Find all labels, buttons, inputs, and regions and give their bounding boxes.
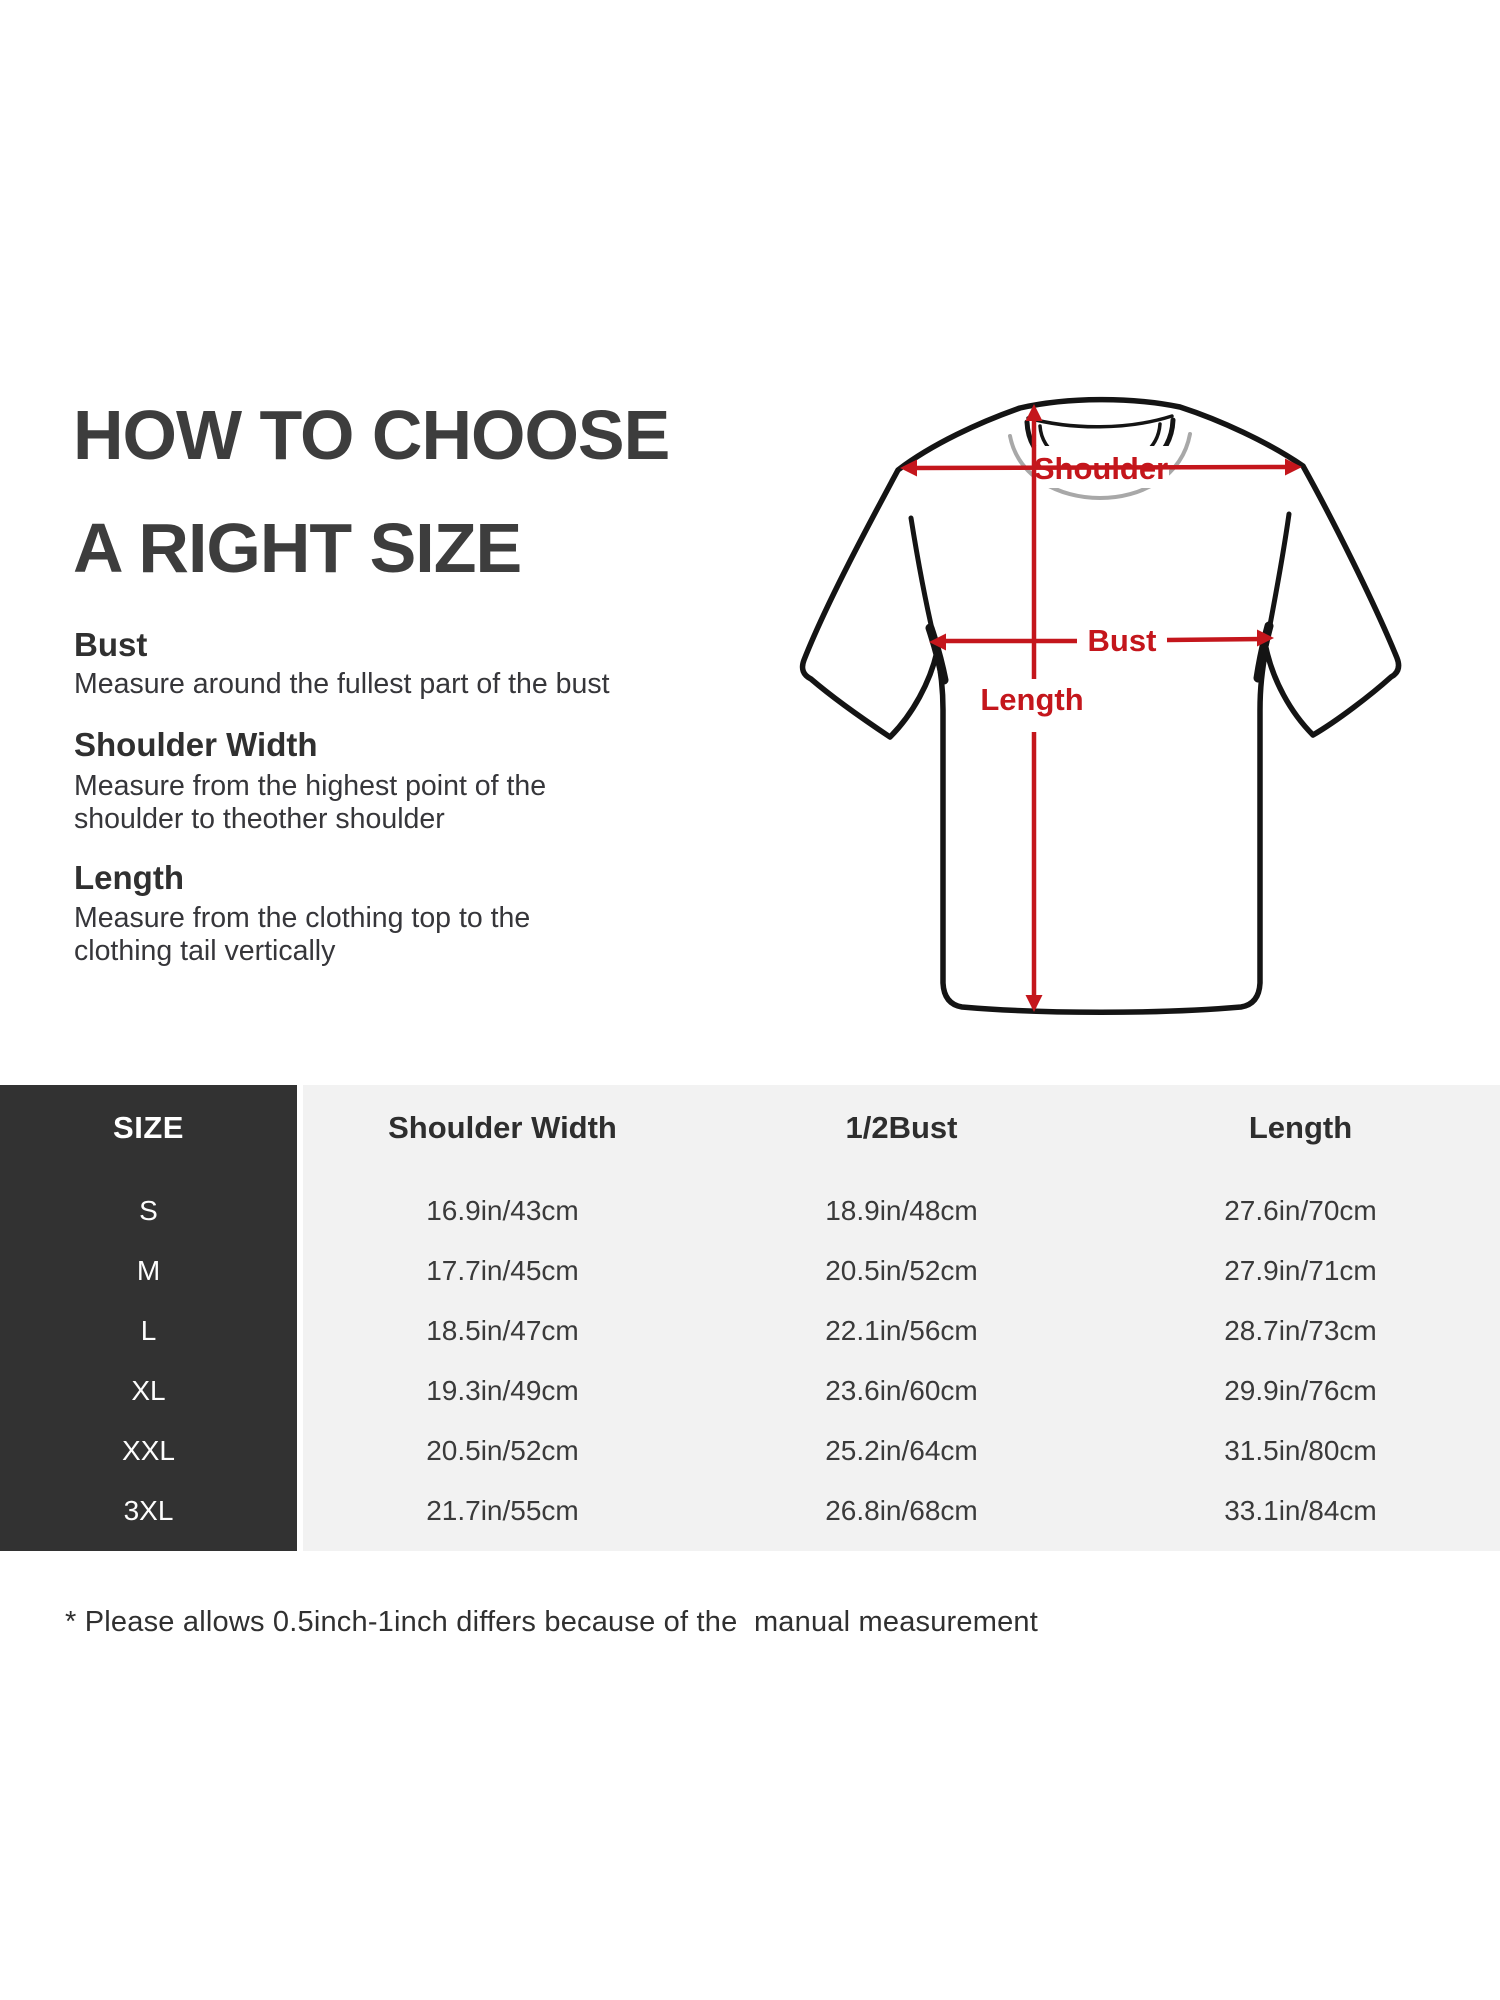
shoulder-width-heading: Shoulder Width: [74, 726, 318, 763]
size-label-l: L: [140, 1315, 157, 1346]
page-title-line1: HOW TO CHOOSE: [73, 396, 670, 474]
cell-m-length: 27.9in/71cm: [1224, 1255, 1377, 1286]
right-armpit-accent: [1253, 621, 1274, 683]
cell-s-length: 27.6in/70cm: [1224, 1195, 1377, 1226]
table-row: 19.3in/49cm 23.6in/60cm 29.9in/76cm: [303, 1361, 1500, 1421]
cell-xl-bust: 23.6in/60cm: [825, 1375, 978, 1406]
length-arrow-label: Length: [980, 682, 1083, 717]
shoulder-arrow-line: [911, 464, 1291, 471]
collar-shadow: [1008, 432, 1192, 500]
shoulder-arrowhead-right: [1285, 458, 1302, 476]
size-label-xxl: XXL: [122, 1435, 175, 1466]
table-row: 17.7in/45cm 20.5in/52cm 27.9in/71cm: [303, 1241, 1500, 1301]
size-column-header: SIZE: [113, 1110, 184, 1145]
cell-3xl-shoulder: 21.7in/55cm: [426, 1495, 579, 1526]
tshirt-measurement-diagram: Shoulder Bust Length: [799, 396, 1402, 1015]
shoulder-arrowhead-left: [900, 459, 917, 477]
cell-s-bust: 18.9in/48cm: [825, 1195, 978, 1226]
cell-xl-length: 29.9in/76cm: [1224, 1375, 1377, 1406]
measurements-header-row: Shoulder Width 1/2Bust Length: [303, 1085, 1500, 1171]
column-header-length: Length: [1248, 1110, 1353, 1145]
bust-arrowhead-left: [929, 633, 946, 651]
column-header-shoulder-width: Shoulder Width: [388, 1110, 617, 1145]
size-label-m: M: [136, 1255, 161, 1286]
cell-l-length: 28.7in/73cm: [1224, 1315, 1377, 1346]
bust-arrow-label: Bust: [1088, 623, 1157, 658]
column-header-half-bust: 1/2Bust: [845, 1110, 958, 1145]
cell-s-shoulder: 16.9in/43cm: [426, 1195, 579, 1226]
cell-m-shoulder: 17.7in/45cm: [426, 1255, 579, 1286]
table-row: 20.5in/52cm 25.2in/64cm 31.5in/80cm: [303, 1421, 1500, 1481]
shoulder-arrow-label: Shoulder: [1034, 451, 1168, 486]
page-title-line2: A RIGHT SIZE: [73, 509, 522, 587]
shoulder-width-description: Measure from the highest point of the sh…: [74, 770, 547, 835]
collar-band-inner-line: [1026, 414, 1174, 429]
length-arrowhead-down: [1025, 995, 1043, 1012]
cell-xl-shoulder: 19.3in/49cm: [426, 1375, 579, 1406]
cell-m-bust: 20.5in/52cm: [825, 1255, 978, 1286]
cell-3xl-length: 33.1in/84cm: [1224, 1495, 1377, 1526]
cell-xxl-length: 31.5in/80cm: [1224, 1435, 1377, 1466]
bust-heading: Bust: [74, 626, 148, 663]
size-column-spacer: [0, 1171, 297, 1181]
table-column-divider: [297, 1085, 303, 1551]
cell-xxl-bust: 25.2in/64cm: [825, 1435, 978, 1466]
tshirt-outline: [799, 396, 1402, 1015]
table-row: 16.9in/43cm 18.9in/48cm 27.6in/70cm: [303, 1181, 1500, 1241]
size-label-s: S: [139, 1195, 158, 1226]
table-row: 18.5in/47cm 22.1in/56cm 28.7in/73cm: [303, 1301, 1500, 1361]
length-description: Measure from the clothing top to the clo…: [74, 902, 531, 967]
measurements-panel: Shoulder Width 1/2Bust Length 16.9in/43c…: [303, 1085, 1500, 1551]
measurement-disclaimer: * Please allows 0.5inch-1inch differs be…: [65, 1606, 1039, 1638]
length-heading: Length: [74, 859, 184, 896]
cell-l-shoulder: 18.5in/47cm: [426, 1315, 579, 1346]
cell-l-bust: 22.1in/56cm: [825, 1315, 978, 1346]
bust-arrow-line-right: [1166, 636, 1265, 643]
measurements-spacer: [303, 1171, 1500, 1181]
cell-3xl-bust: 26.8in/68cm: [825, 1495, 978, 1526]
bust-arrowhead-right: [1257, 629, 1274, 647]
left-armpit-accent: [925, 623, 949, 685]
size-label-xl: XL: [131, 1375, 166, 1406]
size-column: SIZE S M L XL XXL 3XL: [0, 1085, 297, 1551]
length-arrowhead-up: [1025, 404, 1043, 421]
size-chart-table: SIZE S M L XL XXL 3XL Shoulder Width 1/2…: [0, 1085, 1500, 1551]
cell-xxl-shoulder: 20.5in/52cm: [426, 1435, 579, 1466]
bust-description: Measure around the fullest part of the b…: [74, 668, 610, 700]
size-label-3xl: 3XL: [123, 1495, 174, 1526]
table-row: 21.7in/55cm 26.8in/68cm 33.1in/84cm: [303, 1481, 1500, 1541]
